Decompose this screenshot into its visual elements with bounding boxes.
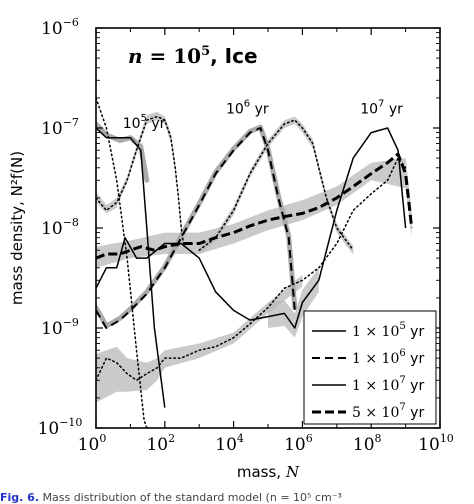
series-line bbox=[96, 157, 407, 382]
series-line bbox=[96, 97, 148, 428]
x-tick-label: 1010 bbox=[418, 432, 454, 455]
uncertainty-band bbox=[96, 158, 412, 268]
legend-label: 1 × 107 yr bbox=[352, 375, 424, 394]
x-tick-label: 104 bbox=[215, 432, 244, 455]
series-line bbox=[96, 115, 185, 245]
x-axis-label: mass, N bbox=[237, 463, 300, 481]
x-tick-label: 102 bbox=[146, 432, 175, 455]
time-annotation: 107 yr bbox=[360, 98, 403, 117]
legend-box bbox=[303, 310, 437, 425]
time-annotation: 105 yr bbox=[123, 113, 166, 132]
y-tick-label: 10−8 bbox=[41, 216, 79, 239]
x-tick-label: 106 bbox=[284, 432, 313, 455]
uncertainty-band bbox=[96, 111, 184, 251]
uncertainty-band bbox=[268, 267, 319, 338]
legend-label: 5 × 107 yr bbox=[352, 402, 424, 421]
legend-label: 1 × 105 yr bbox=[352, 321, 424, 340]
mass-distribution-chart: 100 102 104 106 108 1010 10−10 10−9 10−8 10−7 10−6… bbox=[8, 16, 454, 481]
caption-text: Mass distribution of the standard model … bbox=[42, 491, 342, 504]
series-line bbox=[96, 127, 296, 329]
figure-label: Fig. 6. bbox=[0, 491, 39, 504]
y-axis-label: mass density, N²f(N) bbox=[8, 151, 26, 305]
series-line bbox=[96, 152, 414, 260]
uncertainty-band bbox=[96, 274, 303, 403]
series-line bbox=[198, 119, 354, 251]
y-tick-label: 10−7 bbox=[41, 116, 79, 139]
y-tick-label: 10−10 bbox=[38, 416, 83, 439]
time-annotation: 106 yr bbox=[226, 98, 269, 117]
y-tick-label: 10−9 bbox=[41, 316, 79, 339]
series-line bbox=[96, 127, 407, 329]
figure-caption: Fig. 6. Mass distribution of the standar… bbox=[0, 491, 474, 504]
chart-title: n = 105, Ice bbox=[128, 44, 258, 68]
x-tick-label: 100 bbox=[78, 432, 107, 455]
series-shadow bbox=[96, 121, 150, 183]
y-tick-label: 10−6 bbox=[41, 16, 79, 39]
legend-label: 1 × 106 yr bbox=[352, 348, 424, 367]
x-tick-label: 108 bbox=[353, 432, 382, 455]
legend: 1 × 105 yr 1 × 106 yr 1 × 107 yr 5 × 107 yr bbox=[303, 310, 437, 425]
